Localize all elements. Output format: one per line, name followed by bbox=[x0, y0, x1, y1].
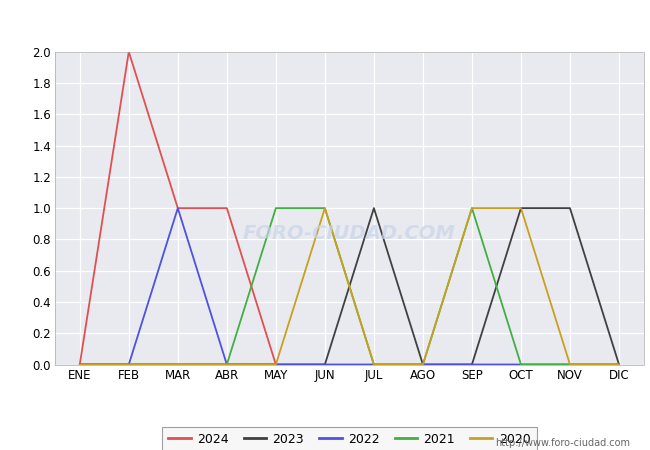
Text: Matriculaciones de Vehiculos en Burón: Matriculaciones de Vehiculos en Burón bbox=[165, 14, 485, 33]
Legend: 2024, 2023, 2022, 2021, 2020: 2024, 2023, 2022, 2021, 2020 bbox=[162, 427, 537, 450]
Text: FORO-CIUDAD.COM: FORO-CIUDAD.COM bbox=[243, 224, 456, 243]
Text: http://www.foro-ciudad.com: http://www.foro-ciudad.com bbox=[495, 438, 630, 448]
